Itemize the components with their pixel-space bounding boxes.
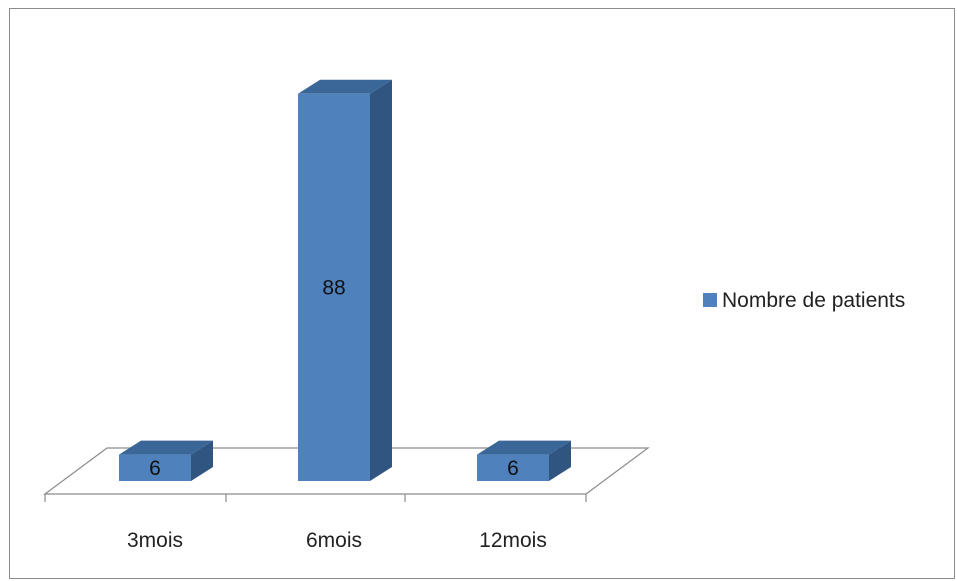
bar-group: 6 88 6 [119,79,571,482]
bar-12mois: 6 [477,440,571,481]
legend: Nombre de patients [703,289,905,312]
x-axis-tick-labels: 3mois 6mois 12mois [127,529,547,552]
x-tick-label: 12mois [479,529,547,552]
x-tick-label: 6mois [306,529,362,552]
data-label: 6 [507,457,519,480]
bar-top-face [477,440,571,455]
bar-front-face [298,93,370,482]
bar-3mois: 6 [119,440,213,481]
bar-side-face [191,440,213,481]
legend-swatch [703,293,717,307]
data-label: 6 [149,457,161,480]
legend-label: Nombre de patients [722,289,905,312]
bar-6mois: 88 [298,79,392,482]
data-label: 88 [322,276,345,299]
bar-front-face [477,454,549,481]
floor-plane [43,447,650,495]
bar-top-face [298,79,392,94]
bar-front-face [119,454,191,481]
chart-floor [43,447,650,502]
bar-side-face [370,79,392,482]
bar-top-face [119,440,213,455]
bar-side-face [549,440,571,481]
x-tick-label: 3mois [127,529,183,552]
chart-frame [9,8,955,579]
